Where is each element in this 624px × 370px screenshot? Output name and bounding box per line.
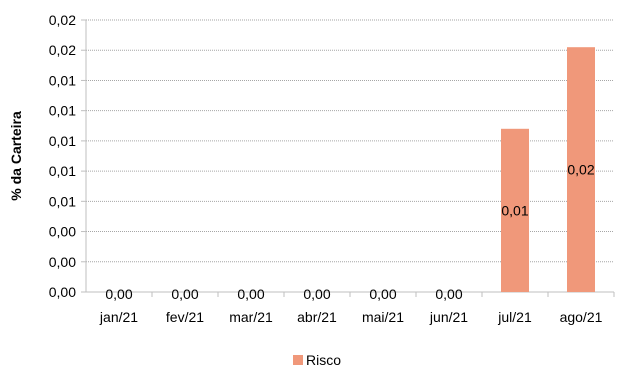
data-labels: 0,00 0,00 0,00 0,00 0,00 0,00 0,01 0,02 xyxy=(105,162,594,302)
data-label: 0,00 xyxy=(171,286,198,302)
x-tick-label: jun/21 xyxy=(429,309,468,325)
y-tick-label: 0,01 xyxy=(49,193,76,209)
legend-label-risco: Risco xyxy=(306,352,341,368)
gridlines xyxy=(86,19,614,263)
x-axis-ticks: jan/21 fev/21 mar/21 abr/21 mai/21 jun/21 jul/… xyxy=(99,292,615,325)
y-tick-label: 0,01 xyxy=(49,103,76,119)
data-label: 0,02 xyxy=(567,162,594,178)
x-tick-label: jan/21 xyxy=(99,309,138,325)
data-label: 0,00 xyxy=(303,286,330,302)
y-tick-label: 0,00 xyxy=(49,254,76,270)
x-tick-label: mar/21 xyxy=(229,309,273,325)
y-axis-ticks: 0,00 0,00 0,00 0,01 0,01 0,01 0,01 0,01 0,02 0,02 xyxy=(49,12,86,300)
x-tick-label: ago/21 xyxy=(560,309,603,325)
data-label: 0,00 xyxy=(435,286,462,302)
y-axis-title: % da Carteira xyxy=(8,111,24,201)
legend: Risco xyxy=(293,352,341,368)
y-tick-label: 0,02 xyxy=(49,12,76,28)
y-tick-label: 0,01 xyxy=(49,163,76,179)
legend-swatch-risco xyxy=(293,355,303,365)
x-tick-label: mai/21 xyxy=(362,309,404,325)
data-label: 0,01 xyxy=(501,202,528,218)
bar xyxy=(501,128,529,292)
bar xyxy=(567,47,595,293)
y-tick-label: 0,02 xyxy=(49,42,76,58)
data-label: 0,00 xyxy=(105,286,132,302)
y-tick-label: 0,00 xyxy=(49,224,76,240)
x-tick-label: abr/21 xyxy=(297,309,337,325)
y-tick-label: 0,01 xyxy=(49,133,76,149)
data-label: 0,00 xyxy=(237,286,264,302)
bars xyxy=(501,47,595,293)
y-tick-label: 0,00 xyxy=(49,284,76,300)
y-tick-label: 0,01 xyxy=(49,72,76,88)
x-tick-label: fev/21 xyxy=(166,309,204,325)
x-tick-label: jul/21 xyxy=(497,309,532,325)
data-label: 0,00 xyxy=(369,286,396,302)
